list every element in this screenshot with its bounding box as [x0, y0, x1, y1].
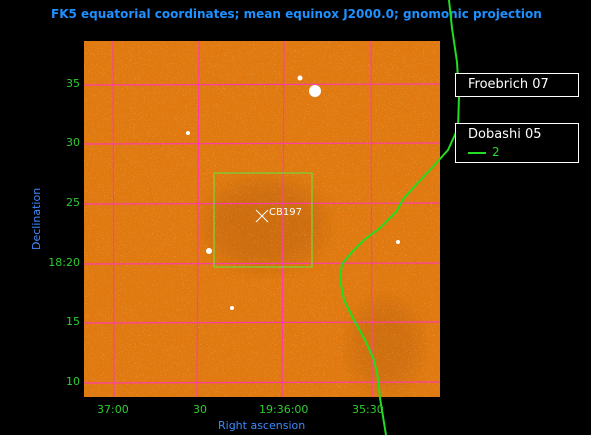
- dobashi-contour-line[interactable]: [338, 0, 461, 435]
- dec-gridline: [83, 381, 441, 384]
- ra-gridline: [281, 40, 285, 398]
- dec-tick-label: 18:20: [48, 256, 80, 269]
- catalog-legend-dobashi[interactable]: Dobashi 05 2: [455, 123, 579, 163]
- dec-tick-label: 25: [66, 196, 80, 209]
- ra-gridline: [370, 40, 373, 398]
- ra-gridline: [112, 40, 115, 398]
- legend-title: Froebrich 07: [468, 77, 549, 92]
- x-marker-icon[interactable]: [255, 209, 269, 223]
- object-label: CB197: [269, 207, 302, 218]
- coordinate-grid: [83, 40, 441, 398]
- dec-tick-label: 15: [66, 315, 80, 328]
- dec-gridline: [83, 142, 441, 145]
- x-axis-label: Right ascension: [218, 419, 306, 432]
- dec-tick-label: 35: [66, 77, 80, 90]
- legend-entry-label: 2: [492, 145, 500, 159]
- catalog-legend-froebrich[interactable]: Froebrich 07: [455, 73, 579, 97]
- dec-tick-label: 30: [66, 136, 80, 149]
- ra-tick-label: 37:00: [97, 403, 129, 416]
- region-box[interactable]: [213, 172, 313, 268]
- dec-gridline: [83, 262, 441, 265]
- sky-image: [84, 41, 440, 397]
- ra-gridline: [196, 40, 200, 398]
- dec-gridline: [83, 321, 441, 324]
- legend-entry: 2: [468, 144, 572, 161]
- ra-tick-label: 30: [193, 403, 207, 416]
- dec-tick-label: 10: [66, 375, 80, 388]
- legend-swatch: [468, 151, 486, 154]
- ra-tick-label: 35:30: [352, 403, 384, 416]
- dec-gridline: [83, 202, 441, 205]
- ra-tick-label: 19:36:00: [259, 403, 309, 416]
- projection-title: FK5 equatorial coordinates; mean equinox…: [51, 7, 542, 21]
- legend-title: Dobashi 05: [468, 127, 542, 142]
- y-axis-label: Declination: [30, 187, 43, 250]
- dec-gridline: [83, 83, 441, 86]
